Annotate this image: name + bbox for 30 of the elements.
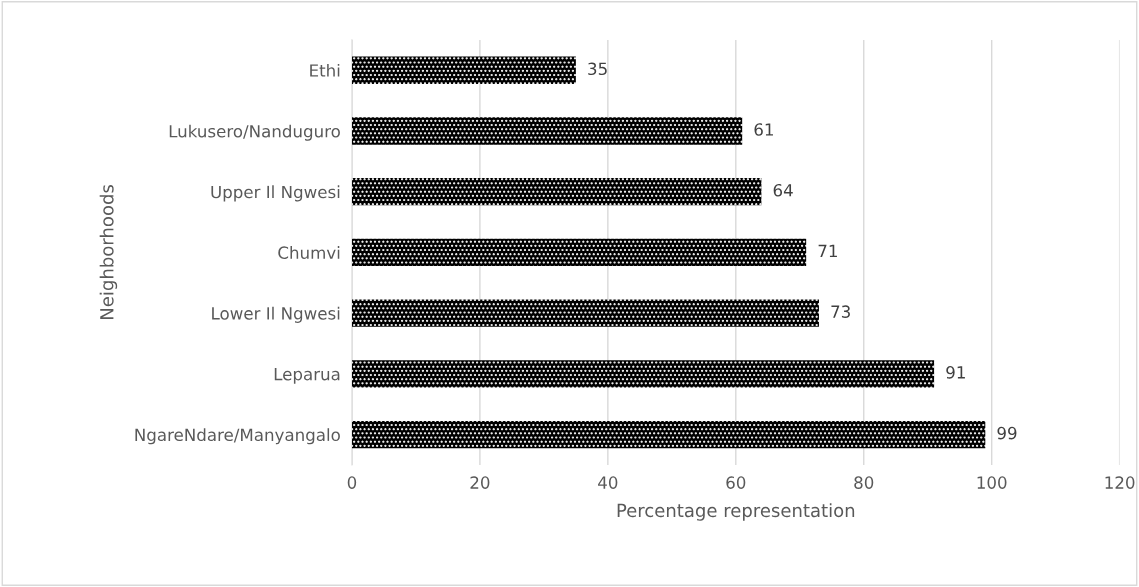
y-axis-title: Neighborhoods: [99, 185, 118, 319]
y-tick-label: NgareNdare/Manyangalo: [135, 428, 340, 445]
data-label: 71: [818, 244, 837, 258]
x-tick-label: 0: [347, 476, 357, 489]
x-tick-label: 100: [977, 476, 1007, 489]
x-tick-label: 120: [1105, 476, 1135, 489]
data-label: 73: [831, 305, 850, 318]
bar: [351, 299, 819, 327]
y-tick-label: Lukusero/Nanduguro: [169, 124, 340, 141]
bar: [351, 360, 935, 388]
x-tick-label: 40: [598, 476, 618, 489]
data-label: 91: [946, 366, 965, 379]
x-axis-title: Percentage representation: [617, 503, 855, 521]
bar: [351, 117, 743, 145]
y-tick-label: Lower Il Ngwesi: [212, 306, 340, 323]
y-tick-label: Ethi: [310, 63, 340, 77]
y-tick-label: Leparua: [274, 368, 340, 384]
y-tick-label: Chumvi: [278, 246, 340, 259]
data-label: 61: [754, 123, 773, 136]
bar: [351, 56, 576, 84]
x-tick-label: 60: [726, 476, 746, 489]
bar: [351, 420, 986, 449]
x-tick-label: 80: [854, 476, 874, 489]
data-label: 35: [588, 62, 607, 76]
data-label: 64: [773, 183, 793, 197]
x-tick-label: 20: [470, 476, 490, 489]
y-tick-label: Upper Il Ngwesi: [211, 185, 340, 202]
bar: [351, 178, 762, 206]
data-label: 99: [997, 426, 1017, 440]
bar: [351, 238, 807, 267]
